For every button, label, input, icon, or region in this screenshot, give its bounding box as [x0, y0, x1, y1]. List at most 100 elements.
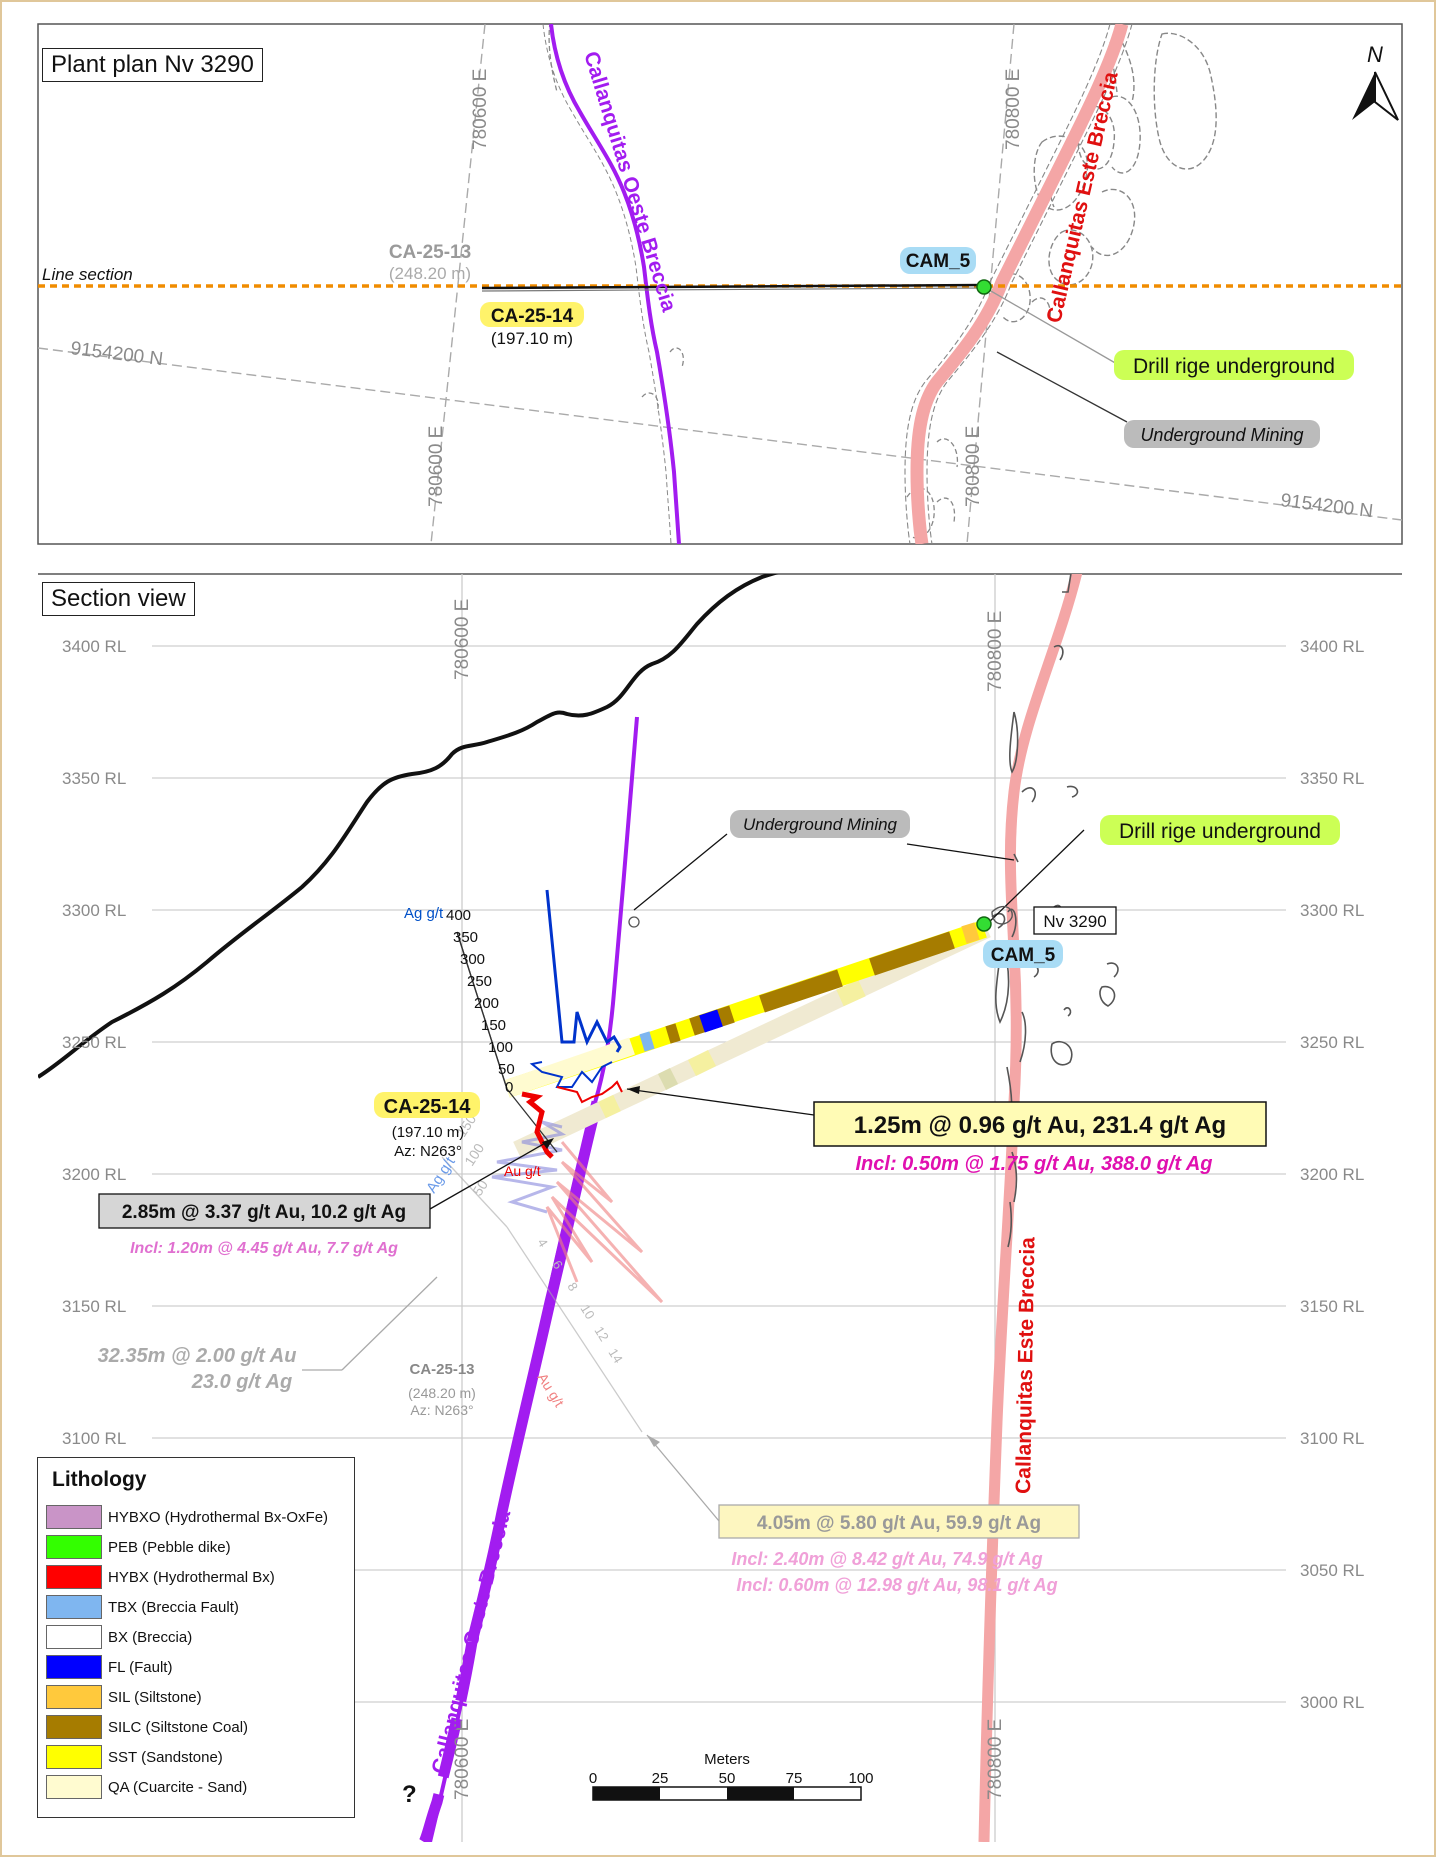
legend-item: BX (Breccia): [46, 1624, 192, 1650]
section-cam5-highlight: [983, 940, 1063, 968]
section-e600-bottom: 780600 E: [452, 1719, 473, 1800]
legend-label: SST (Sandstone): [108, 1748, 223, 1766]
legend-label: SILC (Siltstone Coal): [108, 1718, 249, 1736]
ag-tick-0: 0: [505, 1079, 513, 1096]
plan-ca13-length: (248.20 m): [389, 264, 471, 283]
scale-tick-0: 0: [589, 1770, 597, 1787]
plan-ca14-length: (197.10 m): [491, 329, 573, 348]
rl-right-3000: 3000 RL: [1300, 1693, 1364, 1712]
section-ca13-name: CA-25-13: [409, 1361, 474, 1378]
interval-4-box: [718, 1504, 1080, 1539]
rl-right-3050: 3050 RL: [1300, 1561, 1364, 1580]
section-ca14-name: CA-25-14: [384, 1096, 472, 1118]
legend-item: TBX (Breccia Fault): [46, 1594, 239, 1620]
section-ca14-highlight: [374, 1092, 480, 1118]
scale-bar: [592, 1786, 862, 1801]
legend-item: FL (Fault): [46, 1654, 172, 1680]
plan-ca14-highlight: [480, 302, 584, 327]
plan-e800-bottom: 780800 E: [963, 426, 984, 507]
legend-swatch: [46, 1505, 102, 1529]
plan-cam5-highlight: [900, 247, 976, 274]
section-mining-outlines: [991, 574, 1119, 1248]
ag-tick-250: 250: [467, 973, 492, 990]
plan-este-breccia: [910, 24, 1129, 544]
ca13-au-tick-10: 10: [577, 1302, 597, 1322]
interval-2-main: 2.85m @ 3.37 g/t Au, 10.2 g/t Ag: [122, 1202, 406, 1223]
plan-drill-label: Drill rige underground: [1133, 355, 1335, 378]
rl-right-3300: 3300 RL: [1300, 901, 1364, 920]
rl-left-3300: 3300 RL: [62, 901, 126, 920]
plan-mining-label: Underground Mining: [1140, 425, 1303, 445]
legend-label: HYBXO (Hydrothermal Bx-OxFe): [108, 1508, 329, 1526]
rl-left-3350: 3350 RL: [62, 769, 126, 788]
legend-swatch: [46, 1565, 102, 1589]
legend-label: HYBX (Hydrothermal Bx): [108, 1568, 275, 1586]
interval-3-line1: 32.35m @ 2.00 g/t Au: [98, 1345, 297, 1367]
ca14-ag-axis-title: Ag g/t: [404, 905, 444, 922]
ca13-au-tick-14: 14: [605, 1346, 625, 1366]
section-ca13-azimuth: Az: N263°: [410, 1402, 473, 1418]
scale-tick-75: 75: [786, 1770, 803, 1787]
scale-tick-100: 100: [848, 1770, 873, 1787]
plan-view: N 780600 E 780600 E 780800 E 780800 E 91…: [37, 23, 1403, 545]
legend-swatch: [46, 1775, 102, 1799]
section-este-breccia: [978, 574, 1083, 1842]
section-mining-highlight: [730, 810, 910, 838]
legend-label: FL (Fault): [108, 1658, 173, 1676]
section-e800-top: 780800 E: [985, 611, 1006, 692]
nv-label: Nv 3290: [1043, 912, 1106, 931]
plan-drill-highlight: [1114, 350, 1354, 380]
ag-tick-350: 350: [453, 929, 478, 946]
ca13-trace: [513, 920, 991, 1159]
section-este-label: Callanquitas Este Breccia: [1012, 1237, 1039, 1494]
scale-tick-25: 25: [652, 1770, 669, 1787]
section-e800-bottom: 780800 E: [985, 1719, 1006, 1800]
plan-grid-e600: [430, 24, 486, 544]
section-ca14-length: (197.10 m): [392, 1124, 465, 1141]
ca13-au-tick-12: 12: [591, 1324, 611, 1344]
section-e600-top: 780600 E: [452, 599, 473, 680]
north-label: N: [1367, 42, 1383, 67]
ca13-ag-tick-100: 100: [461, 1140, 487, 1168]
legend-swatch: [46, 1685, 102, 1709]
plan-grid-n: [38, 347, 1402, 521]
rl-right-3100: 3100 RL: [1300, 1429, 1364, 1448]
section-drill-label: Drill rige underground: [1119, 820, 1321, 843]
rl-left-3100: 3100 RL: [62, 1429, 126, 1448]
plan-ca14-name: CA-25-14: [491, 306, 574, 327]
section-drill-collar: [976, 916, 992, 932]
ag-tick-200: 200: [474, 995, 499, 1012]
nv-box: [1033, 906, 1117, 935]
ag-tick-100: 100: [488, 1039, 513, 1056]
ag-tick-150: 150: [481, 1017, 506, 1034]
legend-label: SIL (Siltstone): [108, 1688, 202, 1706]
rl-left-3250: 3250 RL: [62, 1033, 126, 1052]
legend-swatch: [46, 1625, 102, 1649]
ca13-assay-histogram: [441, 1120, 664, 1433]
legend-item: HYBX (Hydrothermal Bx): [46, 1564, 275, 1590]
plan-ca14-trace: [481, 283, 985, 290]
north-arrow-icon: [1352, 71, 1399, 121]
legend-title: Lithology: [52, 1468, 147, 1491]
legend-item: PEB (Pebble dike): [46, 1534, 231, 1560]
section-oeste-breccia-dashed: [419, 1641, 478, 1842]
plan-drill-collar: [976, 279, 992, 295]
ca14-ag-axis: [456, 931, 508, 1090]
scale-title: Meters: [704, 1751, 750, 1768]
interval-3-line2: 23.0 g/t Ag: [191, 1371, 292, 1393]
plan-oeste-breccia: [549, 24, 681, 544]
ag-tick-400: 400: [446, 907, 471, 924]
legend-item: SST (Sandstone): [46, 1744, 223, 1770]
legend-swatch: [46, 1715, 102, 1739]
legend-swatch: [46, 1595, 102, 1619]
legend-label: QA (Cuarcite - Sand): [108, 1778, 248, 1796]
section-cam5-label: CAM_5: [991, 945, 1056, 966]
legend-swatch: [46, 1535, 102, 1559]
legend-item: HYBXO (Hydrothermal Bx-OxFe): [46, 1504, 328, 1530]
plan-e800-top: 780800 E: [1003, 69, 1024, 150]
plan-mining-highlight: [1124, 420, 1320, 448]
section-drill-highlight: [1100, 815, 1340, 845]
rl-left-3200: 3200 RL: [62, 1165, 126, 1184]
plan-e600-top: 780600 E: [470, 69, 491, 150]
